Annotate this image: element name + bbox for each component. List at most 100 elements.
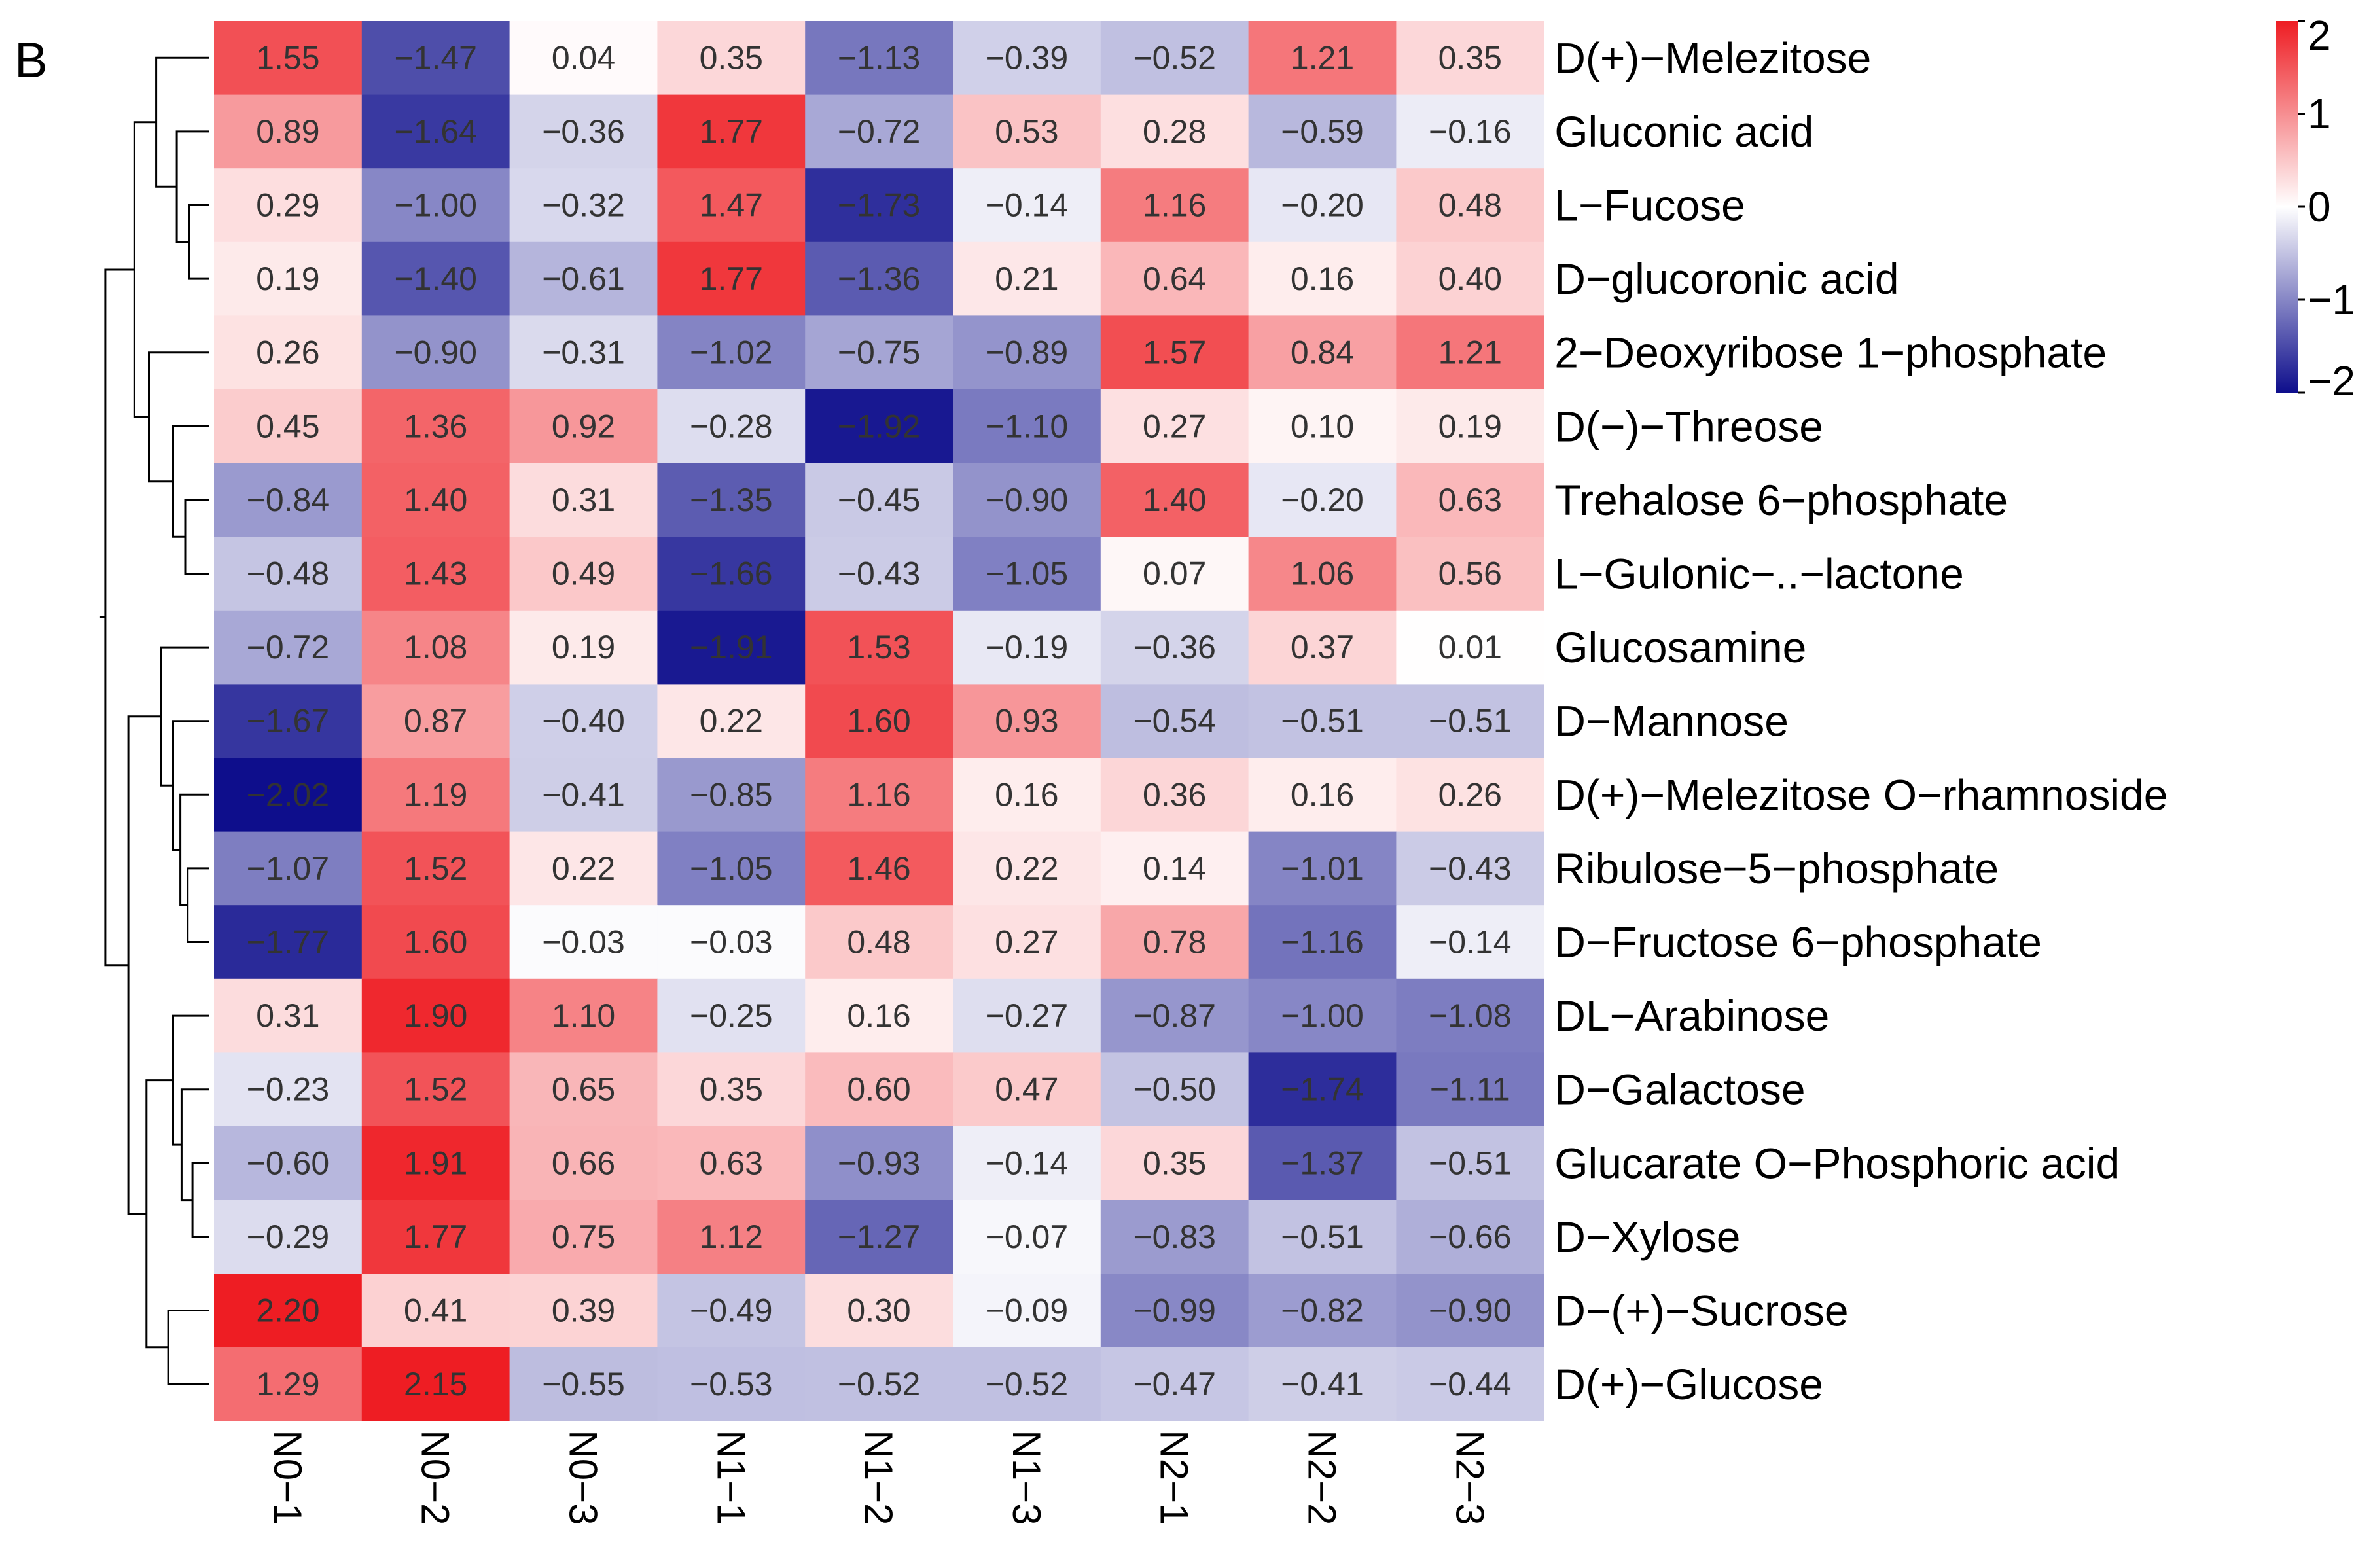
heatmap-cell: [1248, 21, 1397, 96]
cell-value-label: 0.22: [552, 850, 615, 887]
cell-value-label: −0.89: [986, 334, 1069, 371]
cell-value-label: 2.20: [256, 1292, 319, 1329]
cell-value-label: −0.31: [542, 334, 625, 371]
cell-value-label: −0.20: [1281, 187, 1364, 224]
column-label: N0−1: [266, 1430, 310, 1525]
legend-tick-label: −2: [2308, 357, 2355, 404]
cell-value-label: −0.90: [394, 334, 477, 371]
heatmap-cell: [1396, 537, 1544, 611]
heatmap-cell: [657, 315, 806, 390]
heatmap-cell: [657, 463, 806, 537]
cell-value-label: 1.46: [847, 850, 910, 887]
heatmap-cell: [361, 94, 510, 169]
heatmap-cell: [1100, 978, 1249, 1053]
cell-value-label: −2.02: [247, 776, 330, 813]
cell-value-label: 0.22: [995, 850, 1058, 887]
heatmap-cell: [214, 1347, 363, 1421]
heatmap-cell: [953, 21, 1101, 96]
heatmap-cell: [509, 758, 658, 832]
heatmap-cell: [214, 389, 363, 464]
heatmap-cell: [509, 537, 658, 611]
row-label: D−Mannose: [1554, 697, 1789, 745]
heatmap-cell: [953, 315, 1101, 390]
heatmap-cell: [361, 1052, 510, 1127]
heatmap-cell: [657, 537, 806, 611]
heatmap-cell: [509, 389, 658, 464]
heatmap-cell: [657, 978, 806, 1053]
heatmap-cell: [805, 905, 954, 980]
heatmap-cell: [1100, 315, 1249, 390]
heatmap-cell: [805, 241, 954, 316]
cell-value-label: −0.07: [986, 1219, 1069, 1255]
cell-value-label: −0.45: [838, 482, 921, 518]
cell-value-label: −0.55: [542, 1366, 625, 1402]
cell-value-label: −1.16: [1281, 924, 1364, 961]
cell-value-label: −0.39: [986, 39, 1069, 76]
cell-value-label: −1.37: [1281, 1145, 1364, 1181]
cell-value-label: −0.60: [247, 1145, 330, 1181]
color-legend-bar: [2276, 21, 2298, 393]
heatmap-cell: [1248, 1052, 1397, 1127]
cell-value-label: −1.36: [838, 260, 921, 297]
heatmap-cell: [214, 1200, 363, 1274]
column-label: N2−3: [1448, 1430, 1491, 1525]
row-label: D−glucoronic acid: [1554, 255, 1899, 303]
cell-value-label: 0.07: [1143, 556, 1206, 592]
cell-value-label: −0.14: [986, 1145, 1069, 1181]
cell-value-label: 0.35: [700, 39, 763, 76]
heatmap-cell: [1248, 1274, 1397, 1348]
color-legend-ticks: 2 1 0 −1 −2: [2298, 12, 2355, 404]
heatmap-cell: [1396, 1126, 1544, 1201]
heatmap-cell: [1100, 905, 1249, 980]
cell-value-label: 1.47: [700, 187, 763, 224]
heatmap-cell: [1100, 389, 1249, 464]
heatmap-cell: [361, 389, 510, 464]
cell-value-label: 0.40: [1438, 260, 1502, 297]
cell-value-label: −0.75: [838, 334, 921, 371]
heatmap-cell: [805, 537, 954, 611]
cell-value-label: −1.05: [986, 556, 1069, 592]
cell-value-label: 1.21: [1438, 334, 1502, 371]
cell-value-label: −0.14: [986, 187, 1069, 224]
cell-value-label: −0.43: [838, 556, 921, 592]
cell-value-label: 1.16: [847, 776, 910, 813]
heatmap-cell: [805, 1052, 954, 1127]
heatmap-cell: [1100, 1274, 1249, 1348]
cell-value-label: 0.39: [552, 1292, 615, 1329]
heatmap-cell: [214, 537, 363, 611]
row-label: DL−Arabinose: [1554, 991, 1829, 1040]
cell-value-label: −1.01: [1281, 850, 1364, 887]
cell-value-label: 0.93: [995, 703, 1058, 739]
heatmap-cell: [214, 610, 363, 685]
heatmap-cell: [1248, 537, 1397, 611]
cell-value-label: 0.21: [995, 260, 1058, 297]
cell-value-label: 0.26: [1438, 776, 1502, 813]
heatmap-cell: [214, 241, 363, 316]
legend-tick-label: 1: [2308, 90, 2331, 137]
row-label: D(+)−Melezitose: [1554, 33, 1871, 82]
heatmap-cell: [805, 94, 954, 169]
heatmap-cell: [805, 684, 954, 758]
heatmap-cell: [1100, 168, 1249, 243]
heatmap-cell: [214, 978, 363, 1053]
heatmap-cell: [1100, 241, 1249, 316]
heatmap-cell: [805, 758, 954, 832]
cell-value-label: 1.43: [404, 556, 467, 592]
heatmap-cell: [1396, 1052, 1544, 1127]
dendrogram-branch: [187, 867, 209, 943]
heatmap-cell: [1396, 389, 1544, 464]
cell-value-label: −0.99: [1133, 1292, 1216, 1329]
cell-value-label: −0.61: [542, 260, 625, 297]
cell-value-label: −0.87: [1133, 997, 1216, 1034]
cell-value-label: 0.28: [1143, 113, 1206, 150]
cell-value-label: 0.30: [847, 1292, 910, 1329]
cell-value-label: −0.83: [1133, 1219, 1216, 1255]
dendrogram-branch: [148, 351, 209, 483]
heatmap-cell: [214, 1274, 363, 1348]
row-label: Trehalose 6−phosphate: [1554, 476, 2008, 524]
heatmap-cell: [1100, 537, 1249, 611]
cell-value-label: −0.90: [986, 482, 1069, 518]
cell-value-label: −0.03: [542, 924, 625, 961]
heatmap-cell: [805, 1126, 954, 1201]
cell-value-label: 0.75: [552, 1219, 615, 1255]
